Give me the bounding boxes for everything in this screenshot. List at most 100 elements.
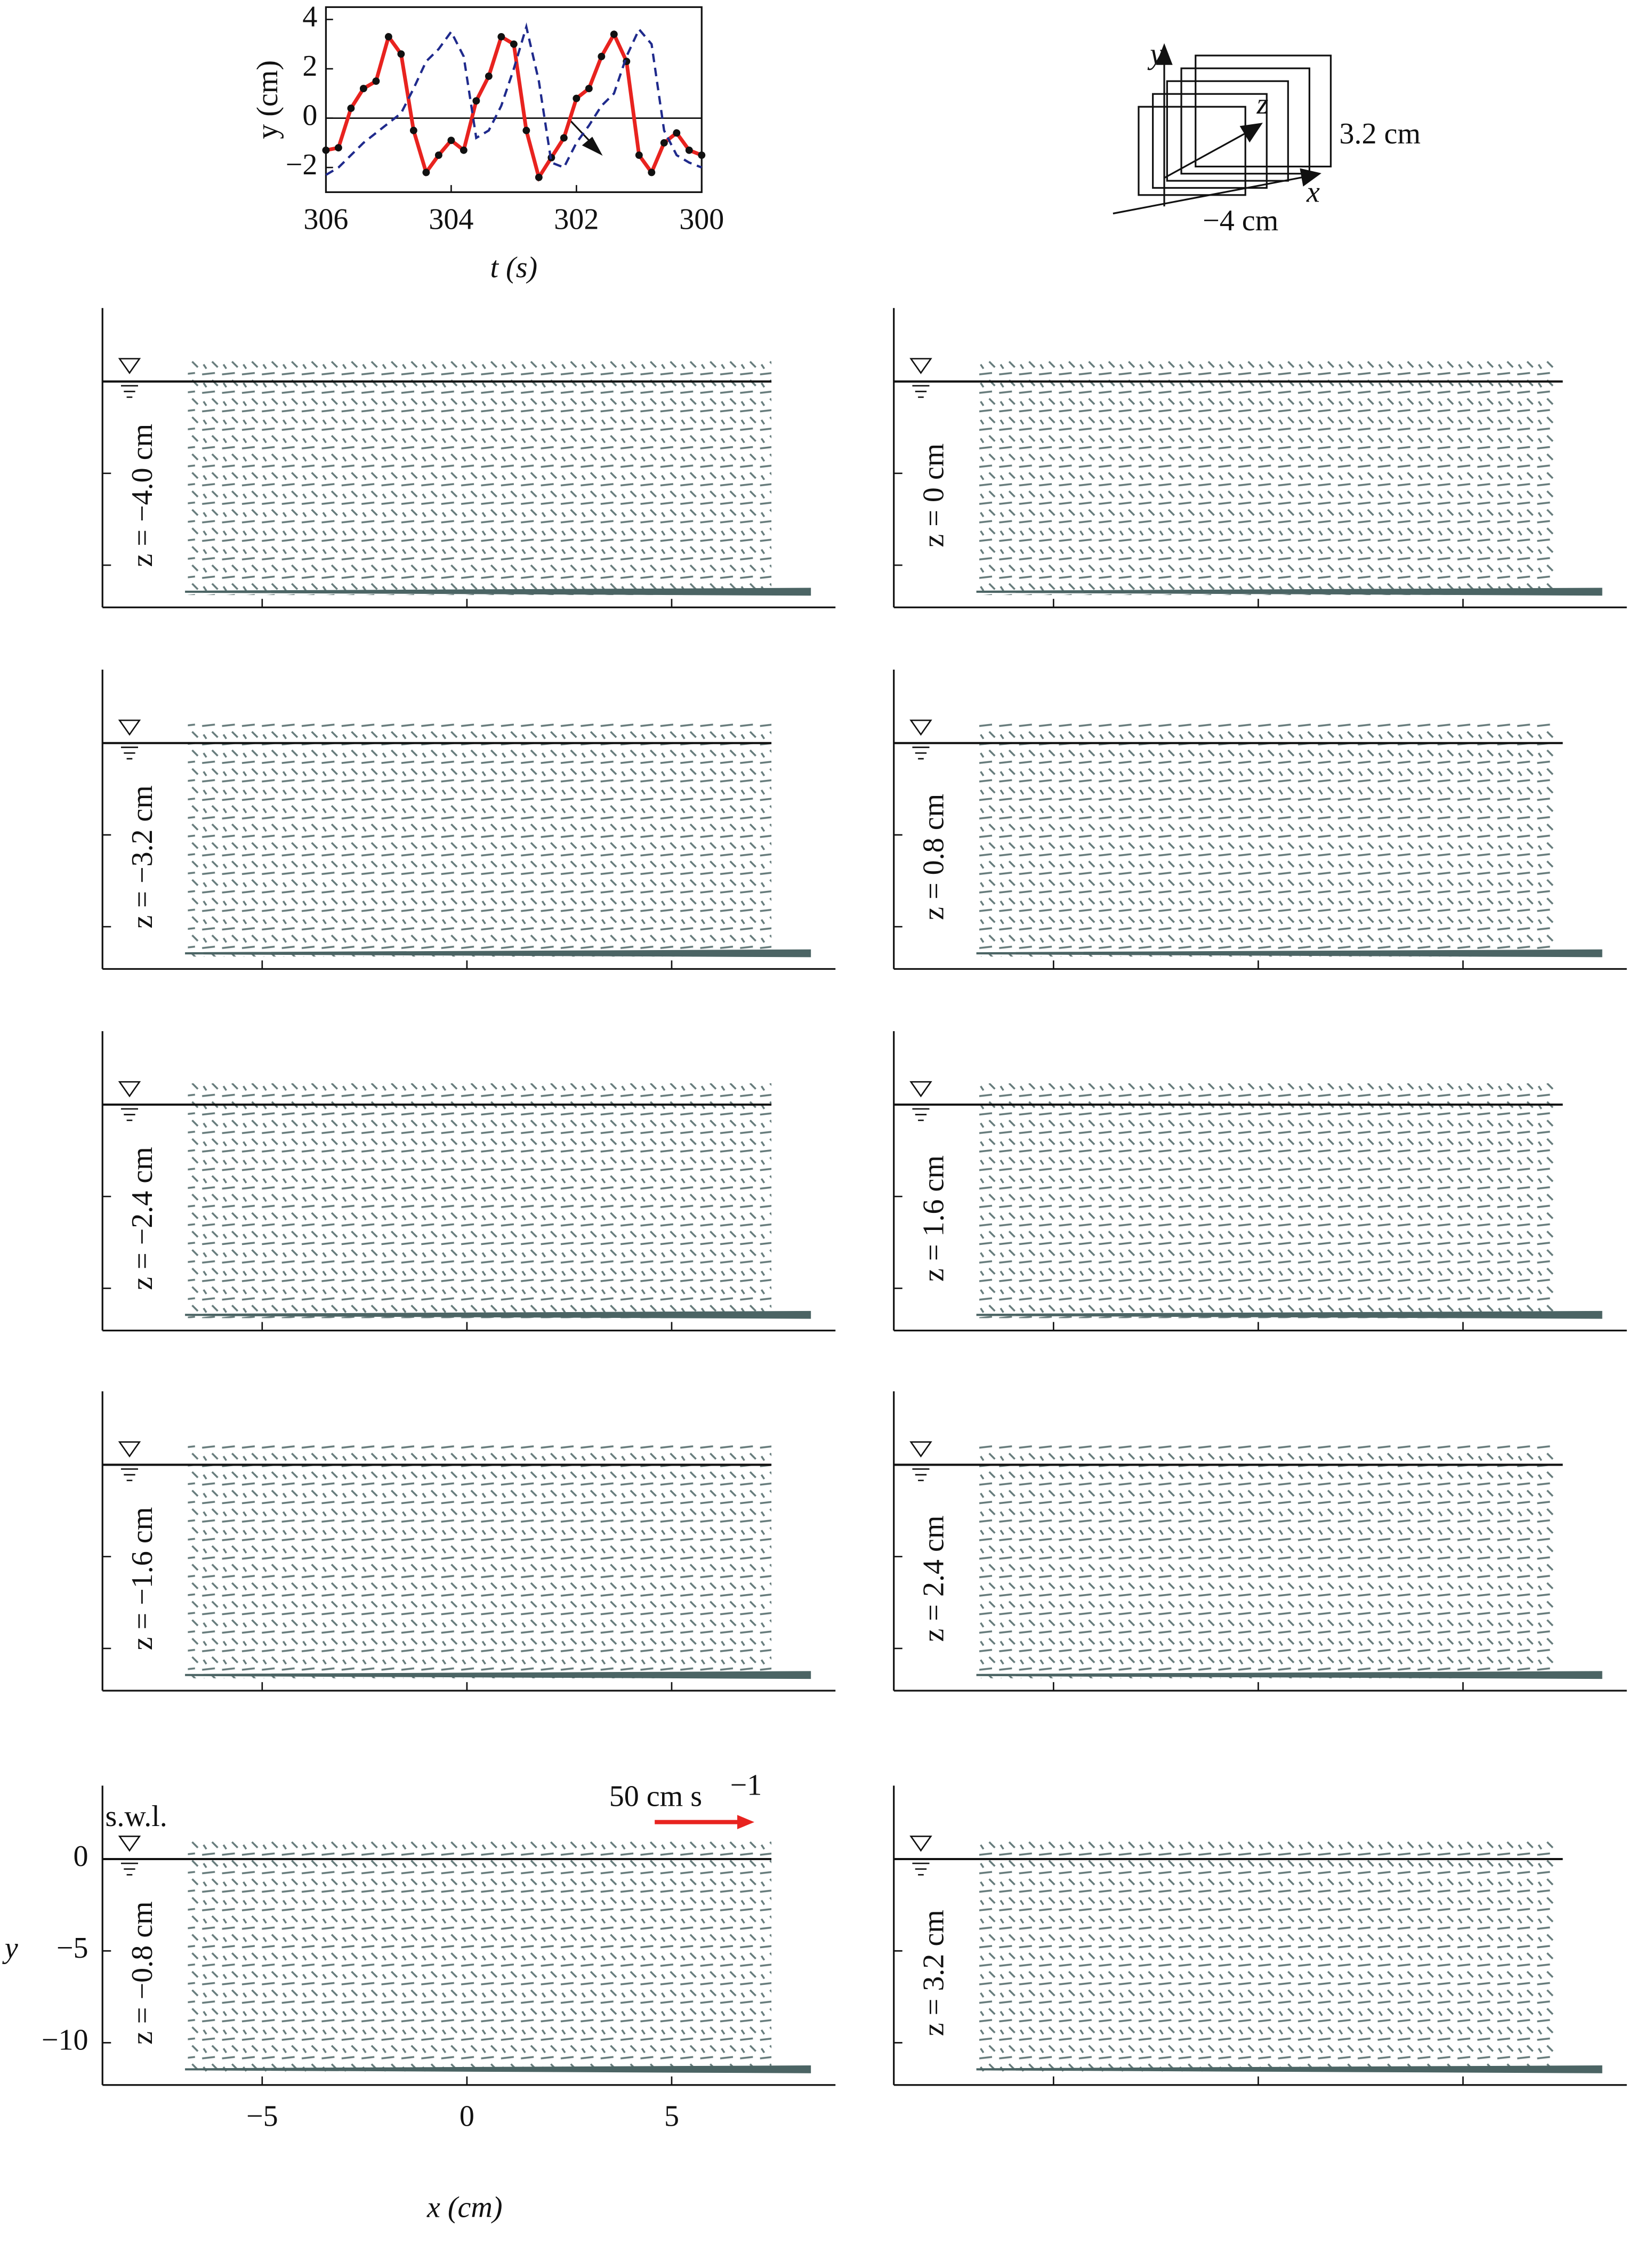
panel-label: z = 1.6 cm [917,1155,950,1282]
data-point [560,134,568,142]
data-point [698,151,706,159]
vector-field [188,721,772,957]
y-axis-label: y [2,1932,18,1965]
bed-line [185,588,811,596]
water-symbol [118,358,141,398]
x-tick-label: 306 [303,203,348,236]
data-point [673,129,681,137]
diagram-label: x [1306,176,1320,209]
panel-label: z = 2.4 cm [917,1516,950,1642]
panel-label: z = −2.4 cm [126,1147,159,1290]
water-symbol [909,719,932,760]
data-point [573,94,581,102]
panel-label: z = −0.8 cm [126,1901,159,2045]
water-symbol [118,1835,141,1876]
scale-label: 50 cm s [609,1780,702,1813]
data-point [598,52,606,60]
data-point [322,146,330,154]
diagram-label: 3.2 cm [1339,117,1421,150]
bed-line [976,1310,1602,1319]
annotation: s.w.l. [106,1800,167,1833]
data-point [334,144,342,152]
x-tick-label: 300 [679,203,724,236]
bed-line [185,949,811,958]
y-tick-label: −10 [42,2023,88,2056]
schematic [568,43,1332,215]
bed-line [185,1310,811,1319]
y-tick-label: 2 [302,50,317,83]
vector-field [979,721,1556,957]
y-tick-label: −2 [286,148,318,181]
vector-field [979,360,1556,596]
bed-line [185,2065,811,2073]
y-tick-label: −5 [57,1932,88,1965]
water-symbol [118,1081,141,1121]
vector-field [188,1837,772,2073]
panel-label: z = 3.2 cm [917,1910,950,2036]
scale-arrow-head [737,1815,755,1829]
series-line [325,30,703,182]
data-point [359,85,367,93]
bed-line [976,949,1602,958]
vector-field [979,1083,1556,1318]
y-axis-label: y (cm) [251,60,284,139]
y-tick-label: 4 [302,0,317,33]
x-tick-label: 304 [429,203,473,236]
panel-label: z = 0.8 cm [917,794,950,920]
water-symbol [909,358,932,398]
x-tick-label: 302 [554,203,599,236]
bed-line [976,2065,1602,2073]
diagram-label: −4 cm [1203,204,1278,237]
vector-field [979,1443,1556,1678]
scale-exponent: −1 [730,1768,762,1801]
bed-line [976,1671,1602,1679]
data-point [384,33,392,41]
data-point [510,40,518,48]
panel-label: z = −4.0 cm [126,424,159,567]
panel-label: z = −3.2 cm [126,785,159,929]
y-tick-label: 0 [74,1840,88,1873]
data-point [472,97,480,105]
data-point [447,136,455,144]
diagram-label: y [1147,38,1163,71]
x-tick-label: 5 [664,2100,679,2133]
x-axis-label: t (s) [490,251,537,284]
data-point [397,50,405,58]
data-point [422,168,430,176]
x-axis-label: x (cm) [426,2191,503,2224]
water-symbol [118,719,141,760]
data-point [372,77,380,85]
data-point [460,146,468,154]
data-point [660,139,668,147]
data-point [485,72,493,80]
vector-field [188,1443,772,1678]
data-point [648,168,656,176]
plot-frame [325,6,703,194]
data-point [434,151,442,159]
data-point [497,33,505,41]
diagram-label: z [1256,87,1269,120]
data-point [685,146,693,154]
water-symbol [909,1081,932,1121]
water-symbol [909,1835,932,1876]
data-point [535,173,543,181]
vector-field [188,1083,772,1318]
vector-field [979,1837,1556,2073]
water-symbol [909,1441,932,1482]
bed-line [185,1671,811,1679]
data-point [347,104,355,112]
panel-label: z = −1.6 cm [126,1507,159,1651]
data-point [610,30,618,38]
data-point [585,85,593,93]
data-point [522,126,530,134]
data-point [635,151,643,159]
water-symbol [118,1441,141,1482]
data-point [409,126,417,134]
panel-label: z = 0 cm [917,444,950,548]
y-tick-label: 0 [302,99,317,132]
x-tick-label: −5 [246,2100,278,2133]
x-tick-label: 0 [460,2100,474,2133]
bed-line [976,588,1602,596]
vector-field [188,360,772,596]
